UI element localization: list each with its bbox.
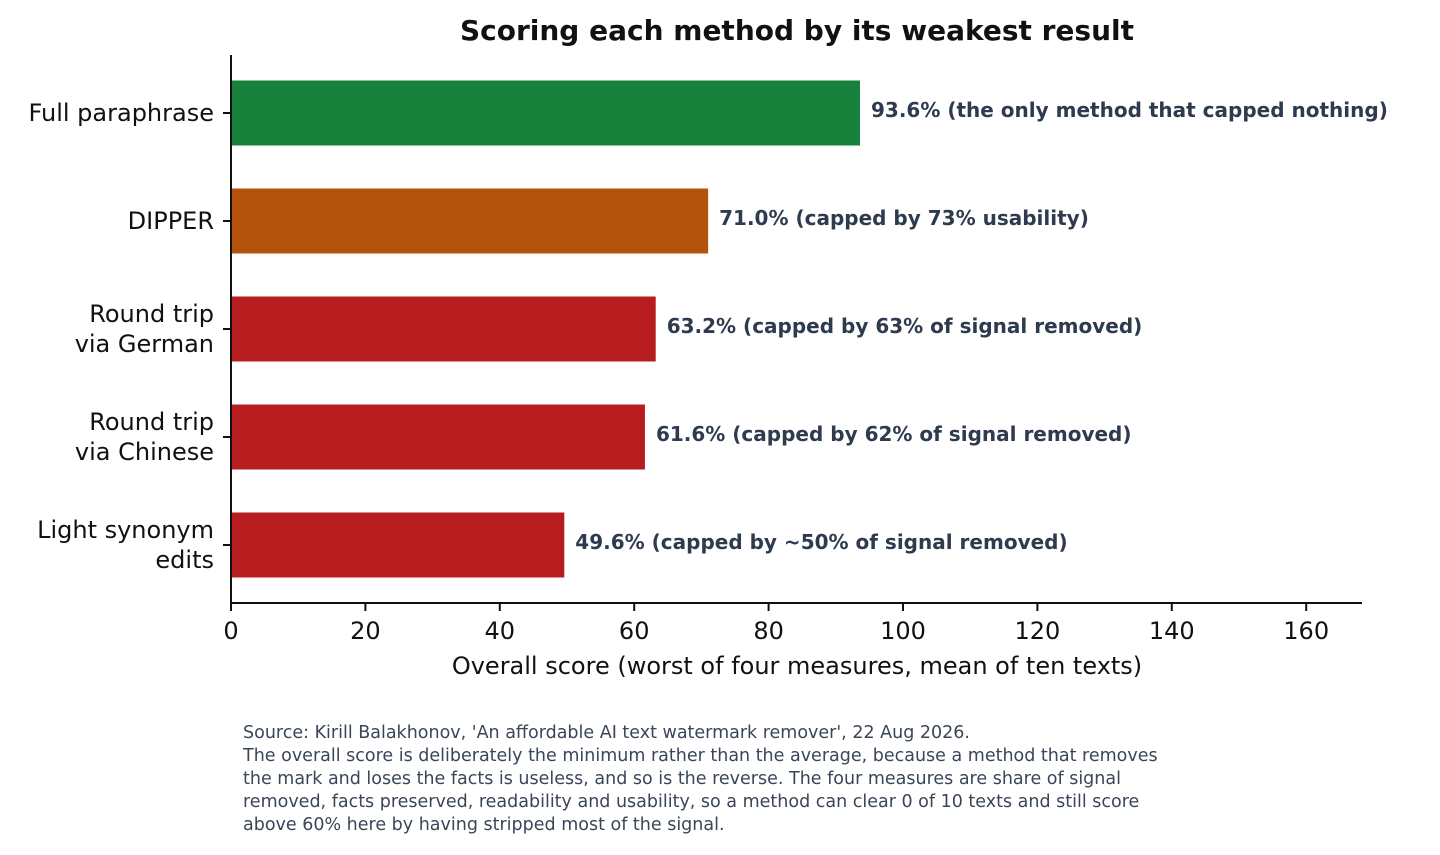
footnote-line: above 60% here by having stripped most o…	[243, 815, 725, 835]
bar	[231, 188, 709, 254]
footnote-line: the mark and loses the facts is useless,…	[243, 769, 1121, 789]
footnote-line: The overall score is deliberately the mi…	[243, 746, 1158, 766]
data-label: 93.6% (the only method that capped nothi…	[871, 98, 1388, 122]
chart-title: Scoring each method by its weakest resul…	[460, 14, 1134, 47]
category-label: via German	[75, 330, 214, 358]
x-axis: 0 20 40 60 80 100 120 140 160	[223, 602, 1362, 645]
x-tick-label: 80	[753, 617, 784, 645]
x-tick-label: 100	[880, 617, 926, 645]
footnote-line: Source: Kirill Balakhonov, 'An affordabl…	[243, 723, 970, 743]
x-tick-label: 140	[1149, 617, 1195, 645]
chart-footnote: Source: Kirill Balakhonov, 'An affordabl…	[243, 722, 1393, 837]
data-label: 63.2% (capped by 63% of signal removed)	[667, 314, 1143, 338]
data-label: 71.0% (capped by 73% usability)	[719, 206, 1089, 230]
bar	[231, 80, 860, 146]
x-tick-label: 160	[1283, 617, 1329, 645]
footnote-line: removed, facts preserved, readability an…	[243, 792, 1140, 812]
bar	[231, 512, 565, 578]
category-label: Round trip	[89, 300, 214, 328]
x-axis-label: Overall score (worst of four measures, m…	[452, 652, 1142, 680]
bar	[231, 404, 645, 470]
x-tick-label: 40	[485, 617, 516, 645]
category-label: Full paraphrase	[29, 99, 214, 127]
bar	[231, 296, 656, 362]
category-label: DIPPER	[128, 207, 214, 235]
category-label: Light synonym	[37, 516, 214, 544]
x-tick-label: 60	[619, 617, 650, 645]
data-labels: 93.6% (the only method that capped nothi…	[575, 98, 1388, 554]
category-label: edits	[155, 546, 214, 574]
category-label: Round trip	[89, 408, 214, 436]
x-tick-label: 0	[223, 617, 238, 645]
data-label: 49.6% (capped by ~50% of signal removed)	[575, 530, 1067, 554]
x-tick-label: 20	[350, 617, 381, 645]
data-label: 61.6% (capped by 62% of signal removed)	[656, 422, 1132, 446]
bars-group	[231, 80, 860, 578]
bar-chart: Scoring each method by its weakest resul…	[29, 14, 1388, 680]
category-label: via Chinese	[75, 438, 214, 466]
x-tick-label: 120	[1014, 617, 1060, 645]
